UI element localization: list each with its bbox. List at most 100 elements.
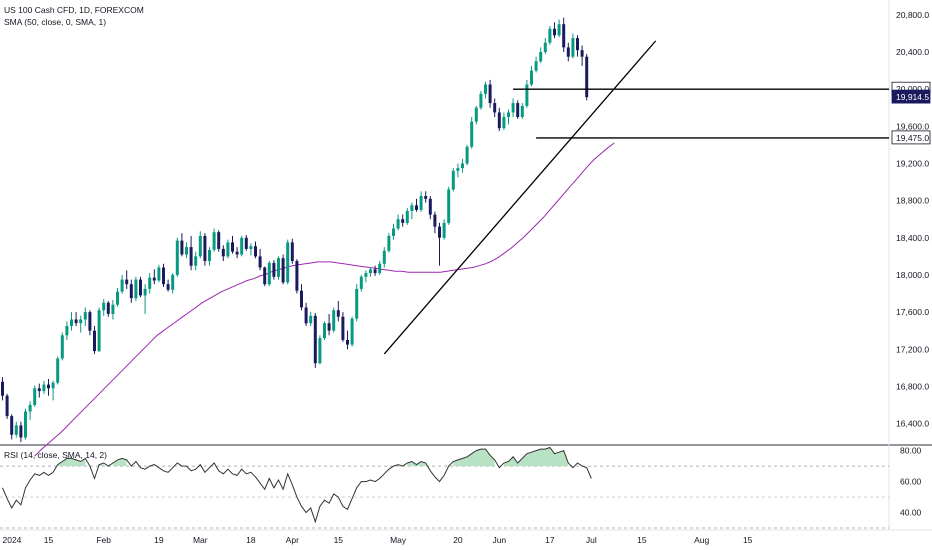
candle-body xyxy=(346,340,349,345)
candle-body xyxy=(162,267,165,285)
candle-body xyxy=(323,323,326,339)
time-tick-label: 17 xyxy=(545,535,555,545)
price-tag: 19,914.5 xyxy=(891,89,931,104)
candle-body xyxy=(93,330,96,352)
candle-body xyxy=(327,323,331,331)
candle-body xyxy=(447,189,451,223)
time-tick-label: 18 xyxy=(246,535,256,545)
candle-body xyxy=(470,121,474,147)
price-tick-label: 20,400.0 xyxy=(896,47,929,57)
candle-body xyxy=(387,235,391,251)
price-tick-label: 17,600.0 xyxy=(896,307,929,317)
candle-body xyxy=(300,290,303,308)
sma-legend[interactable]: SMA (50, close, 0, SMA, 1) xyxy=(4,17,107,27)
candle-body xyxy=(111,304,115,314)
candle-body xyxy=(516,103,520,117)
candle-body xyxy=(488,84,492,104)
candle-body xyxy=(10,416,14,435)
candle-body xyxy=(461,163,464,169)
candle-body xyxy=(102,302,106,311)
candle-body xyxy=(198,235,202,257)
price-tick-label: 19,200.0 xyxy=(896,159,929,169)
candle-body xyxy=(355,288,359,319)
rsi-line xyxy=(2,446,592,524)
candle-body xyxy=(70,319,73,326)
candle-body xyxy=(267,262,271,285)
candle-body xyxy=(419,196,423,210)
rsi-overbought-area xyxy=(407,461,426,467)
candle-body xyxy=(263,267,267,285)
candle-body xyxy=(208,249,211,261)
candle-body xyxy=(217,232,221,249)
candle-body xyxy=(539,52,543,62)
candle-body xyxy=(14,425,18,435)
candle-body xyxy=(373,269,377,274)
candle-body xyxy=(139,279,142,296)
candle-body xyxy=(189,247,193,266)
price-tag-box xyxy=(891,130,931,145)
candle-body xyxy=(364,273,368,277)
candle-body xyxy=(56,358,60,383)
candle-body xyxy=(19,425,23,438)
candle-body xyxy=(580,50,584,57)
sma50-line xyxy=(34,142,615,457)
candle-body xyxy=(125,279,129,285)
symbol-legend[interactable]: US 100 Cash CFD, 1D, FOREXCOM xyxy=(4,5,144,15)
rsi-tick-label: 40.00 xyxy=(900,508,922,518)
candle-body xyxy=(258,256,262,268)
candle-body xyxy=(157,267,161,281)
candle-body xyxy=(428,198,432,215)
candle-body xyxy=(350,318,354,345)
price-tick-label: 18,000.0 xyxy=(896,270,929,280)
price-tag-box xyxy=(891,89,931,104)
candle-body xyxy=(152,277,156,281)
candle-body xyxy=(281,258,285,283)
candle-body xyxy=(451,170,455,190)
candle-body xyxy=(562,24,566,48)
candle-body xyxy=(543,42,547,52)
candle-body xyxy=(244,237,248,249)
time-tick-label: May xyxy=(390,535,407,545)
time-tick-label: Jul xyxy=(586,535,597,545)
rsi-tick-label: 80.00 xyxy=(900,446,922,456)
time-tick-label: Mar xyxy=(193,535,208,545)
candle-body xyxy=(424,196,428,199)
candle-body xyxy=(456,168,460,171)
price-tick-label: 17,200.0 xyxy=(896,344,929,354)
candle-body xyxy=(286,242,290,283)
price-tag: 19,475.0 xyxy=(891,130,931,145)
candle-body xyxy=(175,240,179,275)
price-tick-label: 18,400.0 xyxy=(896,233,929,243)
candle-body xyxy=(405,210,409,223)
candle-body xyxy=(97,310,101,352)
time-tick-label: 15 xyxy=(334,535,344,545)
price-tag-label: 19,914.5 xyxy=(896,92,929,102)
candle-body xyxy=(221,248,225,257)
candle-body xyxy=(74,319,78,324)
candle-body xyxy=(277,258,280,277)
candle-body xyxy=(525,84,529,106)
candle-body xyxy=(336,310,340,317)
candle-body xyxy=(502,117,506,129)
candle-body xyxy=(479,93,483,108)
rsi-overbought-area xyxy=(112,458,127,467)
rsi-overbought-area xyxy=(453,449,495,467)
candle-body xyxy=(442,222,446,238)
price-tick-label: 16,800.0 xyxy=(896,381,929,391)
price-tick-label: 19,600.0 xyxy=(896,121,929,131)
candle-body xyxy=(511,103,515,113)
time-tick-label: Apr xyxy=(286,535,299,545)
candle-body xyxy=(134,279,138,299)
candle-body xyxy=(37,388,41,392)
candle-body xyxy=(65,326,69,336)
candle-body xyxy=(295,261,299,291)
candle-body xyxy=(47,384,50,389)
candle-body xyxy=(401,219,405,223)
candle-body xyxy=(166,284,170,290)
candle-body xyxy=(530,70,533,85)
candle-body xyxy=(382,250,386,264)
candle-body xyxy=(474,107,478,122)
rsi-legend[interactable]: RSI (14, close, SMA, 14, 2) xyxy=(4,450,107,460)
